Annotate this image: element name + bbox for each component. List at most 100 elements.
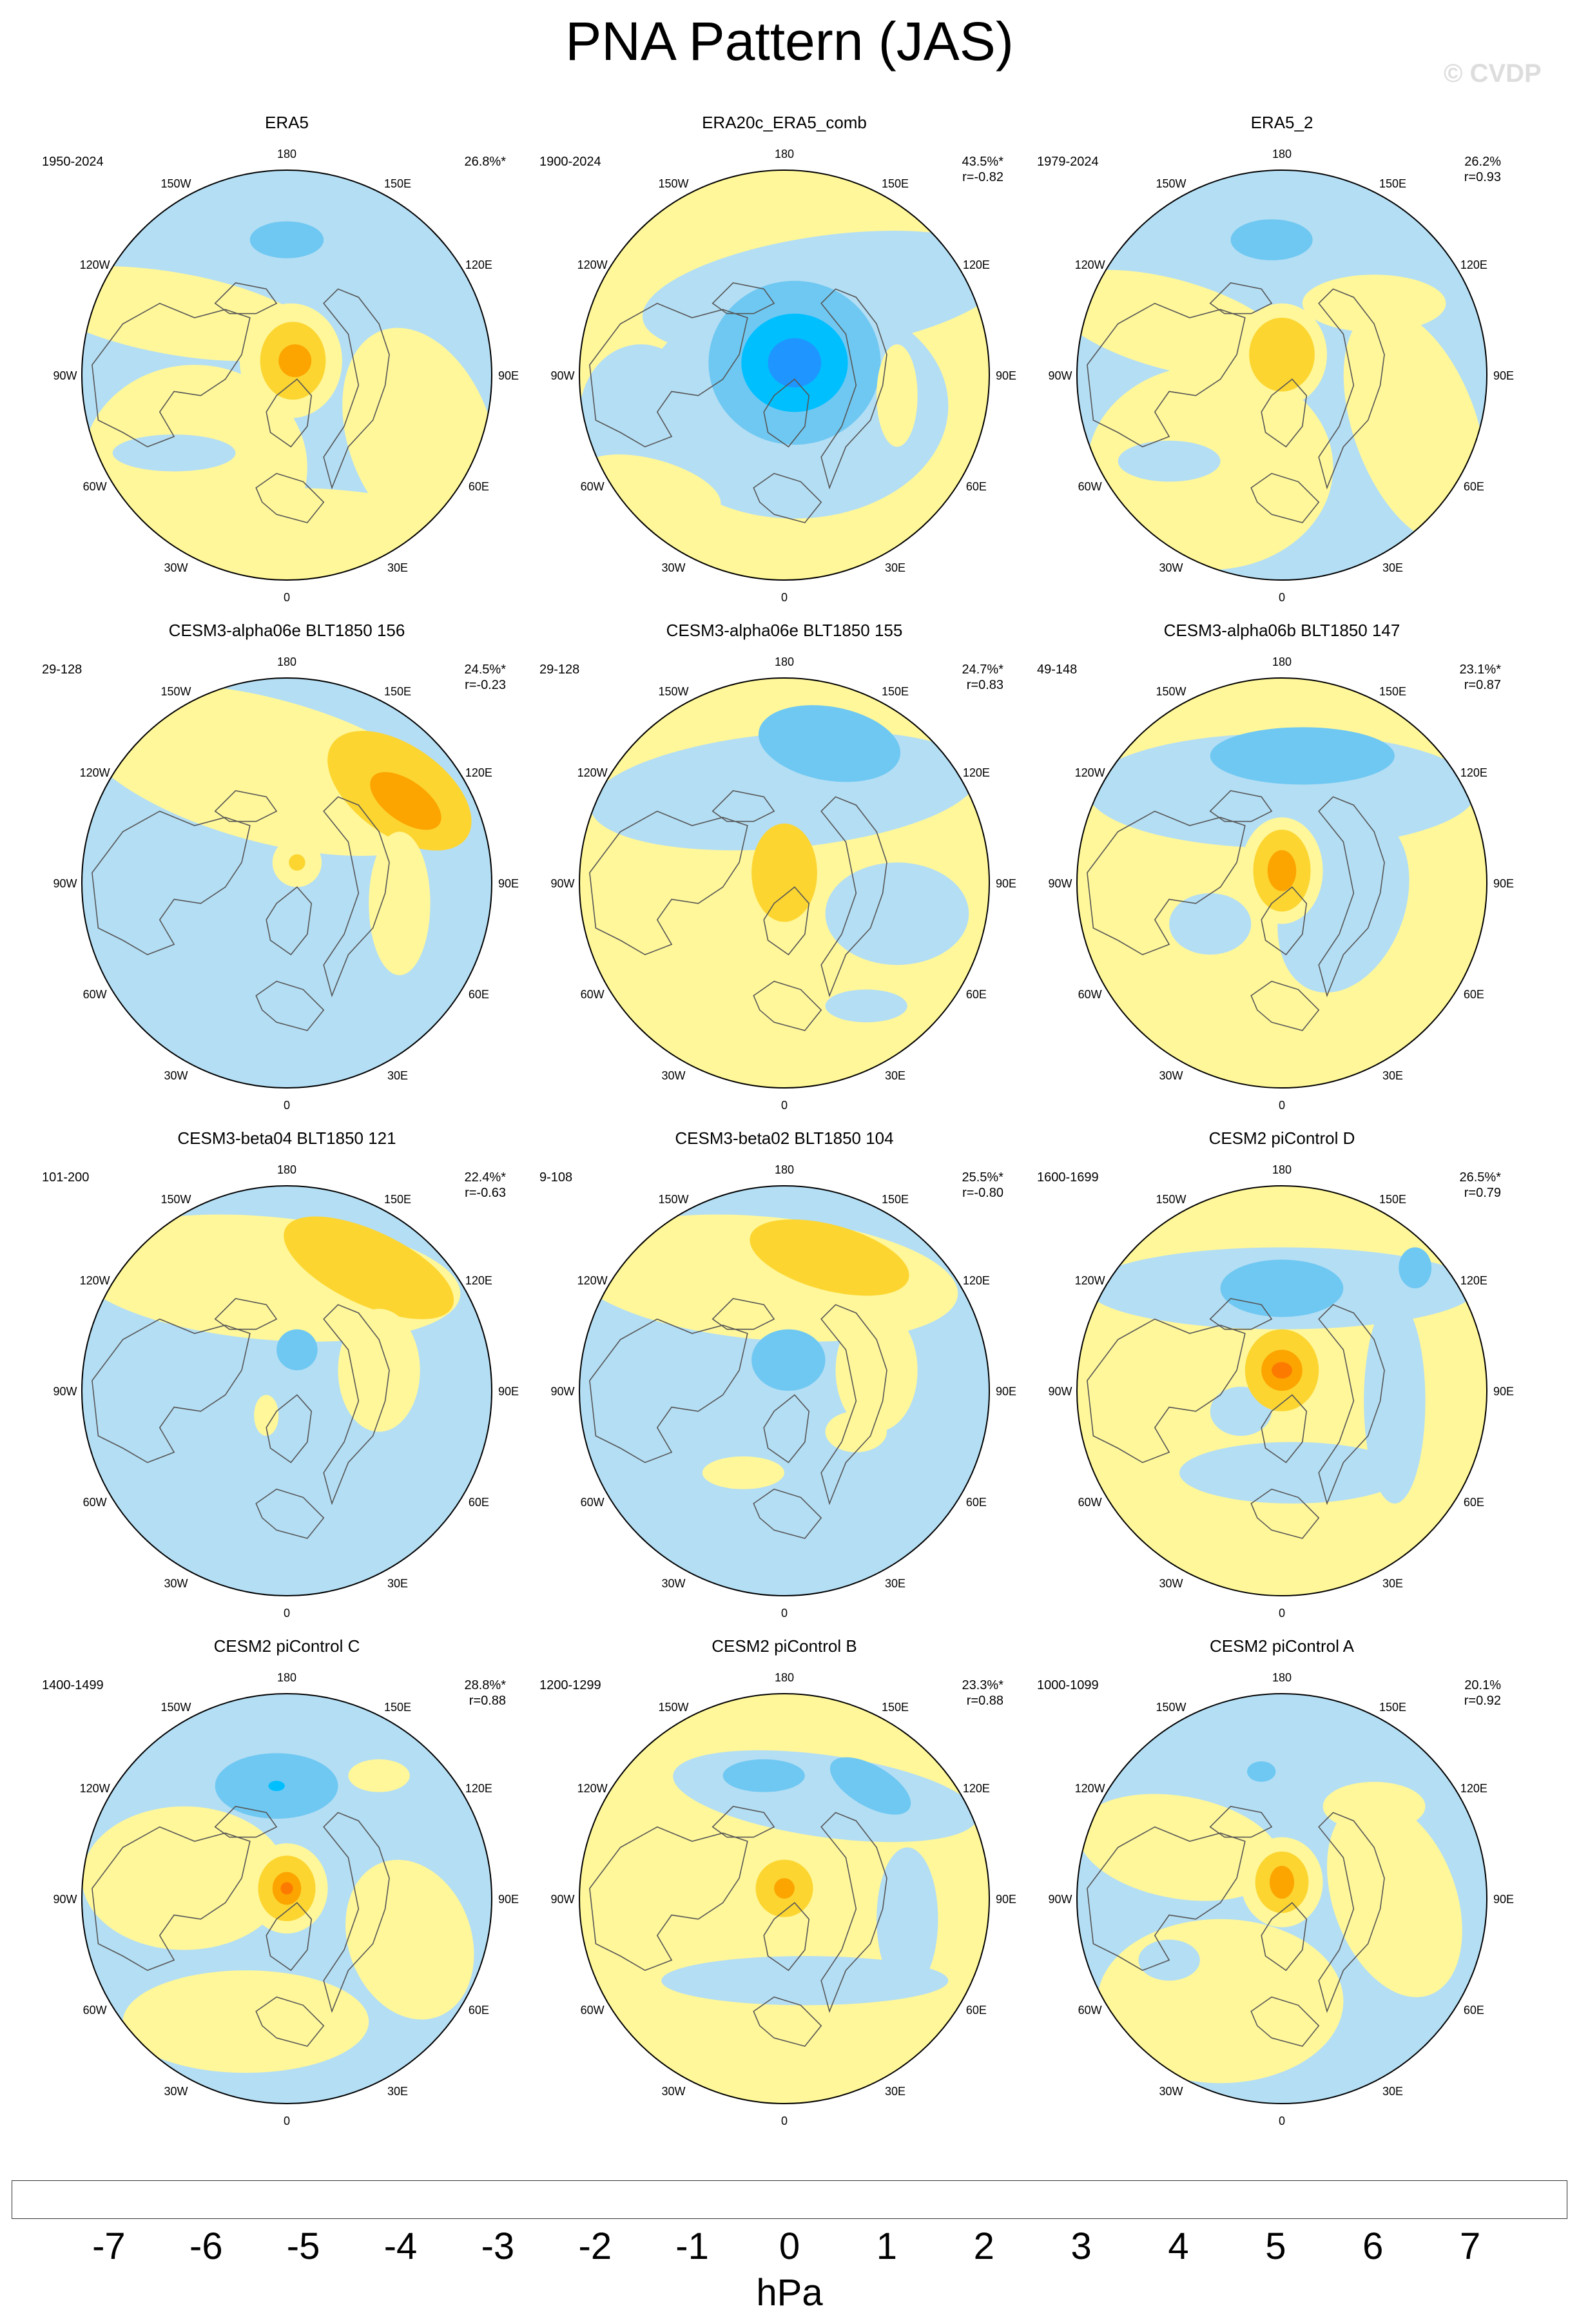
coastline [92,302,251,448]
longitude-label: 30W [1159,561,1183,574]
coastline [1318,796,1385,998]
longitude-label: 150E [882,1701,909,1714]
variance-explained: 20.1% [1464,1678,1501,1692]
longitude-label: 0 [284,1607,290,1620]
map-border [579,677,990,1089]
panel-period: 29-128 [42,663,82,677]
longitude-label: 180 [277,655,296,668]
anomaly-contour [1302,275,1446,333]
map-border [1076,1693,1487,2104]
anomaly-contour [1249,317,1315,392]
longitude-label: 30E [387,2085,408,2098]
longitude-label: 90W [1048,1385,1072,1398]
map-panel: CESM2 piControl A 1000-1099 20.1% r=0.92 180… [1031,1634,1533,2144]
variance-explained: 23.1%* [1459,663,1502,677]
longitude-label: 90W [550,369,574,382]
variance-explained: 22.4%* [464,1170,507,1185]
variance-explained: 26.8%* [464,155,507,169]
longitude-label: 90E [1493,877,1514,890]
longitude-label: 60W [1078,480,1102,493]
anomaly-contour [1364,1298,1426,1504]
coastline [1209,1806,1273,1838]
longitude-label: 0 [1279,1607,1285,1620]
longitude-label: 150W [658,1193,688,1206]
coastline [763,378,810,448]
panel-title: ERA20c_ERA5_comb [702,113,867,132]
coastline [1209,790,1273,822]
coastline [323,796,390,998]
longitude-label: 90E [1493,369,1514,382]
pattern-correlation: r=-0.80 [962,1186,1003,1200]
anomaly-contour [112,434,236,472]
coastline [255,1996,325,2047]
pattern-correlation: r=-0.82 [962,170,1003,184]
colorbar-tick-label: 4 [1168,2225,1189,2267]
pattern-correlation: r=-0.23 [465,678,506,692]
map-panel: ERA5_2 1979-2024 26.2% r=0.93 180 150E 120E 90E… [1031,111,1533,620]
longitude-label: 120E [465,766,492,779]
anomaly-contour [579,344,702,488]
coastline [820,1812,887,2013]
anomaly-contour [102,487,472,580]
longitude-label: 150E [384,177,411,190]
coastline [323,1812,390,2013]
longitude-label: 30E [387,1069,408,1082]
anomaly-contour [289,854,305,871]
longitude-label: 150E [882,1193,909,1206]
longitude-label: 120E [465,1782,492,1795]
coastline [820,1304,887,1506]
coastline [1318,1812,1385,2013]
colorbar-tick-label: -5 [286,2225,320,2267]
longitude-label: 150W [160,1701,191,1714]
longitude-label: 0 [1279,2115,1285,2127]
anomaly-contour [774,1878,795,1899]
longitude-label: 180 [1272,655,1292,668]
map-border [579,1185,990,1596]
longitude-label: 180 [1272,1163,1292,1176]
polar-map: 180 150E 120E 90E 60E 30E 0 30W 60W 90W 120W 150W [1048,1163,1514,1620]
panel-title: CESM3-beta04 BLT1850 121 [177,1128,396,1148]
anomaly-contour [829,1757,911,1815]
anomaly-contour [254,1395,279,1436]
pattern-correlation: r=0.87 [1464,678,1501,692]
coastline [266,886,313,956]
longitude-label: 30E [387,561,408,574]
coastline [820,288,887,490]
coastline [753,1996,822,2047]
longitude-label: 60E [1464,988,1484,1001]
anomaly-contour [825,862,969,965]
longitude-label: 180 [277,1671,296,1684]
longitude-label: 60W [83,480,107,493]
colorbar-units: hPa [756,2272,823,2314]
colorbar-tick-label: 1 [876,2225,898,2267]
coastline [1087,1826,1246,1971]
longitude-label: 120E [1460,258,1487,271]
colorbar-tick-label: -4 [383,2225,418,2267]
longitude-label: 60E [469,988,489,1001]
coastline [763,886,810,956]
coastline [1318,1304,1385,1506]
longitude-label: 120W [1075,1782,1105,1795]
longitude-label: 0 [1279,1099,1285,1112]
longitude-label: 60W [1078,2004,1102,2017]
longitude-label: 150W [658,177,688,190]
anomaly-contour [1078,1794,1281,1901]
map-border [81,169,492,581]
longitude-label: 60E [1464,480,1484,493]
longitude-label: 90W [1048,369,1072,382]
polar-map: 180 150E 120E 90E 60E 30E 0 30W 60W 90W 120W 150W [1048,655,1514,1112]
longitude-label: 150W [658,1701,688,1714]
coastline [214,1298,278,1330]
anomaly-contour [1267,850,1297,891]
anomaly-contour [338,1308,420,1432]
polar-map: 180 150E 120E 90E 60E 30E 0 30W 60W 90W 120W 150W [550,655,1016,1112]
coastline [266,1394,313,1464]
longitude-label: 150W [160,177,191,190]
variance-explained: 43.5%* [962,155,1004,169]
panel-period: 9-108 [539,1170,573,1185]
variance-explained: 24.5%* [464,663,507,677]
longitude-label: 30W [661,1577,685,1590]
panel-title: ERA5_2 [1250,113,1313,132]
anomaly-contour [369,831,431,976]
coastline [1261,1902,1308,1971]
